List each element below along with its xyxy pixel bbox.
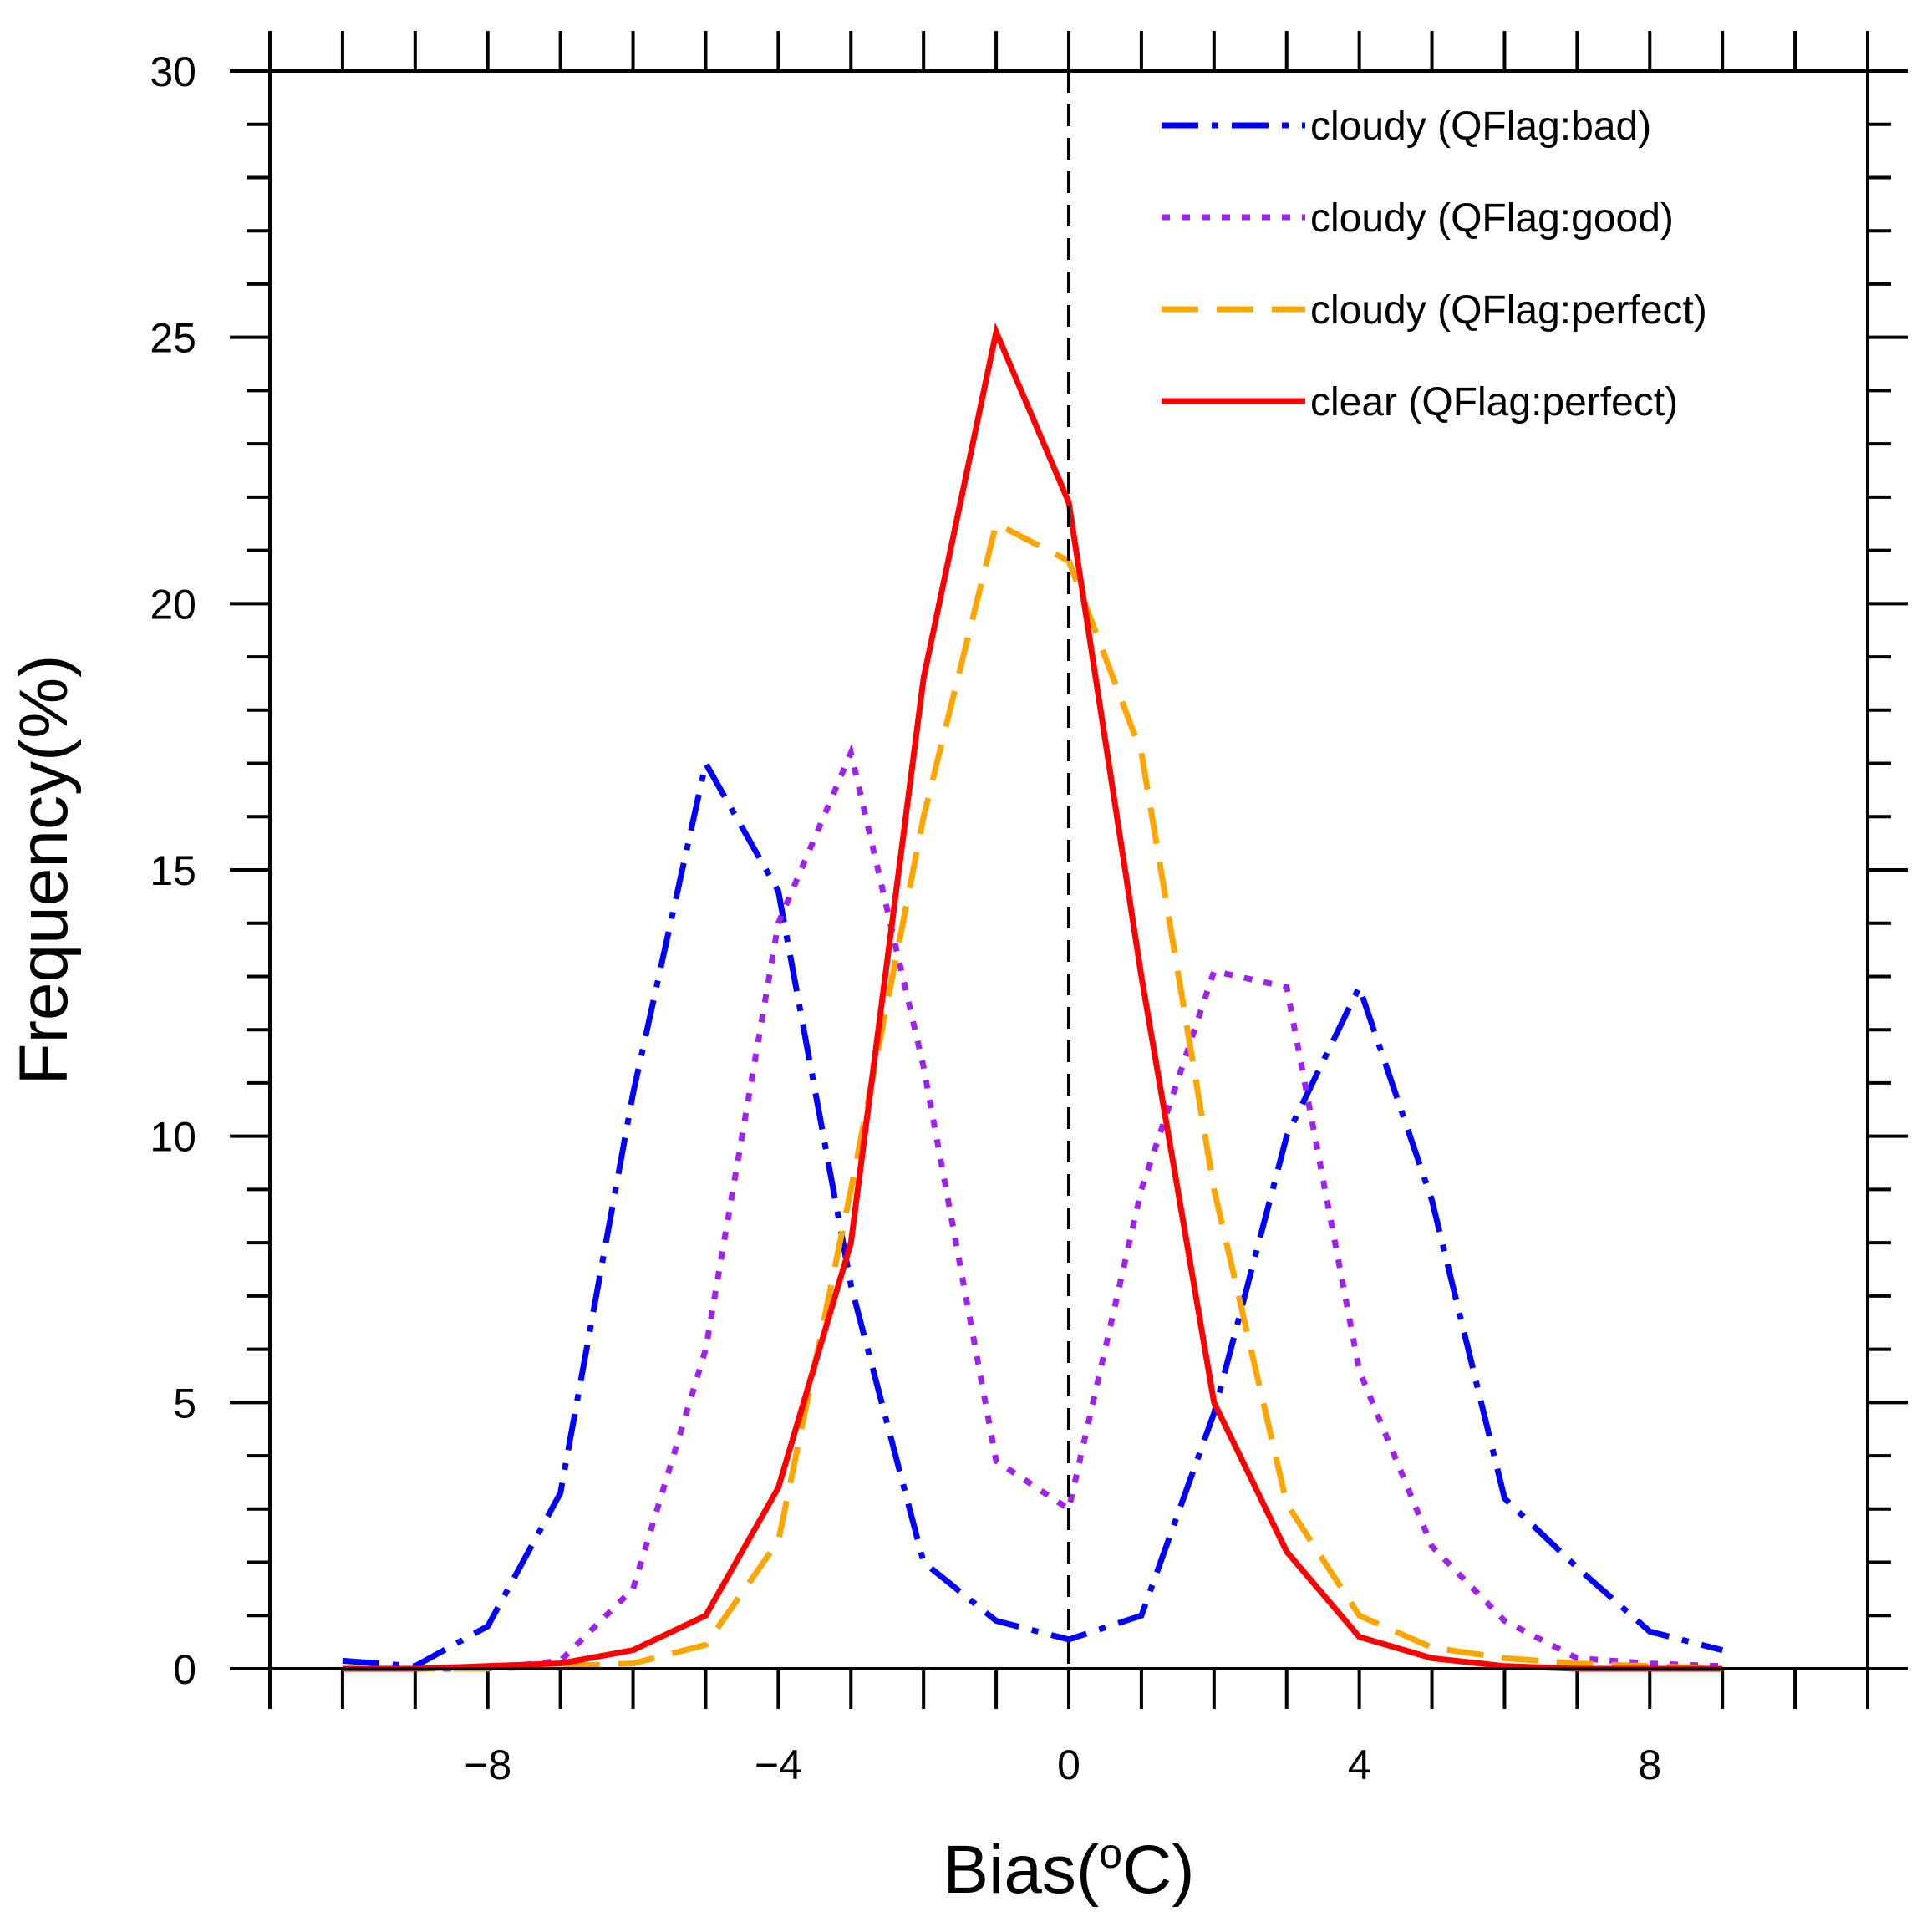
y-tick-labels: 0 5 10 15 20 25 30 [150, 48, 196, 1693]
legend-label: clear (QFlag:perfect) [1310, 380, 1678, 425]
x-axis-title-main: Bias( [943, 1832, 1099, 1908]
legend-label: cloudy (QFlag:perfect) [1310, 288, 1707, 333]
y-tick-label: 15 [150, 847, 196, 894]
x-axis-title-superscript: o [1099, 1830, 1122, 1877]
legend: cloudy (QFlag:bad) cloudy (QFlag:good) clo… [1162, 104, 1707, 425]
legend-label: cloudy (QFlag:good) [1310, 196, 1674, 241]
x-tick-label: −4 [755, 1741, 802, 1788]
y-tick-label: 5 [173, 1380, 196, 1426]
series-layer [342, 322, 1724, 1672]
x-tick-label: 0 [1057, 1741, 1080, 1788]
y-tick-label: 30 [150, 48, 196, 95]
series-line-cloudy-qflag-perfect [342, 519, 1723, 1672]
x-tick-label: 4 [1348, 1741, 1371, 1788]
y-tick-label: 10 [150, 1114, 196, 1161]
y-tick-label: 25 [150, 315, 196, 362]
y-tick-label: 20 [150, 581, 196, 628]
series-line-clear-qflag-perfect [342, 322, 1723, 1672]
x-tick-label: 8 [1638, 1741, 1661, 1788]
plot-frame [268, 69, 1869, 1670]
x-tick-labels: −8 −4 0 4 8 [464, 1741, 1661, 1788]
series-line-cloudy-qflag-bad [342, 755, 1724, 1670]
y-tick-label: 0 [173, 1646, 196, 1693]
y-axis-title: Frequency(%) [6, 655, 82, 1086]
legend-label: cloudy (QFlag:bad) [1310, 104, 1651, 149]
major-ticks [230, 31, 1908, 1709]
x-axis-title: Bias(oC) [943, 1830, 1194, 1908]
x-axis-title-unit: C) [1122, 1832, 1195, 1908]
minor-ticks [247, 31, 1891, 1709]
x-tick-label: −8 [464, 1741, 511, 1788]
